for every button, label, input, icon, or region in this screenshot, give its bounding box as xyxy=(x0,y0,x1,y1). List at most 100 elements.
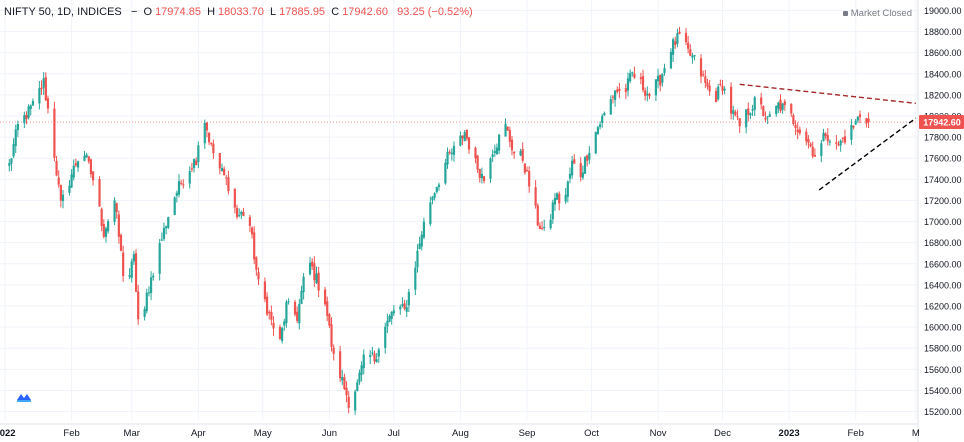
candle-body xyxy=(760,97,763,105)
candle-body xyxy=(704,76,707,83)
change-value: 93.25 (−0.52%) xyxy=(397,6,473,18)
candle-body xyxy=(467,137,471,150)
candle-body xyxy=(70,174,73,188)
candle-body xyxy=(738,118,741,127)
candles xyxy=(8,26,870,415)
candle-body xyxy=(270,311,273,320)
candle-body xyxy=(609,99,612,115)
candle-body xyxy=(207,132,211,143)
legend-dash: − xyxy=(124,6,141,18)
candle-body xyxy=(145,292,148,312)
candle-body xyxy=(856,116,859,121)
candle-body xyxy=(403,303,406,309)
price-tick-label: 18600.00 xyxy=(924,48,962,58)
candle-body xyxy=(240,211,243,215)
candle-body xyxy=(708,85,711,92)
close-label: C xyxy=(331,6,340,18)
candle-body xyxy=(23,115,26,123)
candle-body xyxy=(474,147,477,159)
candle-body xyxy=(100,208,103,227)
candle-body xyxy=(399,306,402,310)
candle-body xyxy=(369,354,372,358)
candle-body xyxy=(631,72,634,74)
candle-body xyxy=(601,115,604,123)
candle-body xyxy=(571,160,574,176)
candle-body xyxy=(347,396,350,408)
candle-body xyxy=(130,261,133,278)
candle-body xyxy=(377,349,380,357)
candle-body xyxy=(401,304,404,306)
candle-body xyxy=(656,75,660,82)
candle-body xyxy=(762,106,765,116)
market-status: Market Closed xyxy=(842,8,912,19)
candle-body xyxy=(777,102,780,109)
candle-body xyxy=(826,135,829,142)
candle-body xyxy=(102,224,105,237)
candle-body xyxy=(465,129,468,139)
candle-body xyxy=(14,129,17,147)
candle-body xyxy=(678,31,681,34)
price-tick-label: 16200.00 xyxy=(924,302,962,312)
tradingview-logo-icon[interactable] xyxy=(16,391,32,403)
time-tick-label: Apr xyxy=(191,428,206,439)
candle-body xyxy=(672,39,675,55)
price-axis[interactable]: 15200.00 15400.00 15600.00 15800.00 16000.00… xyxy=(917,0,962,442)
candle-body xyxy=(796,129,799,133)
candle-body xyxy=(225,177,228,179)
time-tick-label: M xyxy=(912,428,920,439)
time-axis[interactable]: 2022 Feb Mar Apr May Jun Jul Aug Sep Oct Nov Dec 202… xyxy=(0,423,920,439)
candle-body xyxy=(173,197,176,216)
candle-body xyxy=(459,135,462,146)
candle-body xyxy=(689,49,692,56)
candle-body xyxy=(233,188,236,208)
candle-body xyxy=(594,131,597,154)
candle-body xyxy=(265,296,269,315)
candle-body xyxy=(175,192,178,196)
price-tick-label: 18800.00 xyxy=(924,27,962,37)
candle-body xyxy=(717,86,720,100)
candle-body xyxy=(573,159,576,164)
low-value: 17885.95 xyxy=(279,6,326,18)
candle-body xyxy=(564,194,567,202)
candle-body xyxy=(416,250,419,268)
candle-body xyxy=(568,173,572,179)
candle-body xyxy=(768,114,771,117)
candle-body xyxy=(315,273,318,284)
candle-body xyxy=(31,100,35,106)
candle-body xyxy=(134,253,138,292)
high-value: 18033.70 xyxy=(218,6,264,18)
price-tick-label: 17600.00 xyxy=(924,154,962,164)
candle-body xyxy=(850,124,853,140)
candle-body xyxy=(684,32,688,42)
candle-body xyxy=(87,156,90,162)
candle-body xyxy=(491,154,494,158)
time-tick-label: Feb xyxy=(848,428,864,439)
candle-body xyxy=(12,144,15,157)
price-tick-label: 15200.00 xyxy=(924,407,962,417)
price-tick-label: 16800.00 xyxy=(924,238,962,248)
candle-body xyxy=(29,105,32,110)
candle-body xyxy=(644,90,647,96)
open-value: 17974.85 xyxy=(155,6,201,18)
symbol-title[interactable]: NIFTY 50, 1D, INDICES xyxy=(4,6,122,18)
candle-body xyxy=(558,193,561,204)
candle-body xyxy=(669,51,673,69)
candle-body xyxy=(235,207,239,217)
trendlines[interactable] xyxy=(739,83,917,191)
close-value: 17942.60 xyxy=(342,6,389,18)
candle-body xyxy=(583,157,587,174)
candle-body xyxy=(706,82,709,87)
candle-body xyxy=(528,171,531,187)
candle-body xyxy=(626,78,630,91)
candle-body xyxy=(478,169,481,179)
candle-body xyxy=(143,308,146,317)
candle-body xyxy=(182,184,185,186)
candle-body xyxy=(753,97,756,110)
candle-body xyxy=(519,151,522,156)
candle-body xyxy=(828,141,832,143)
candle-body xyxy=(543,226,546,228)
low-label: L xyxy=(270,6,277,18)
candle-body xyxy=(858,114,862,118)
candle-body xyxy=(132,254,135,262)
